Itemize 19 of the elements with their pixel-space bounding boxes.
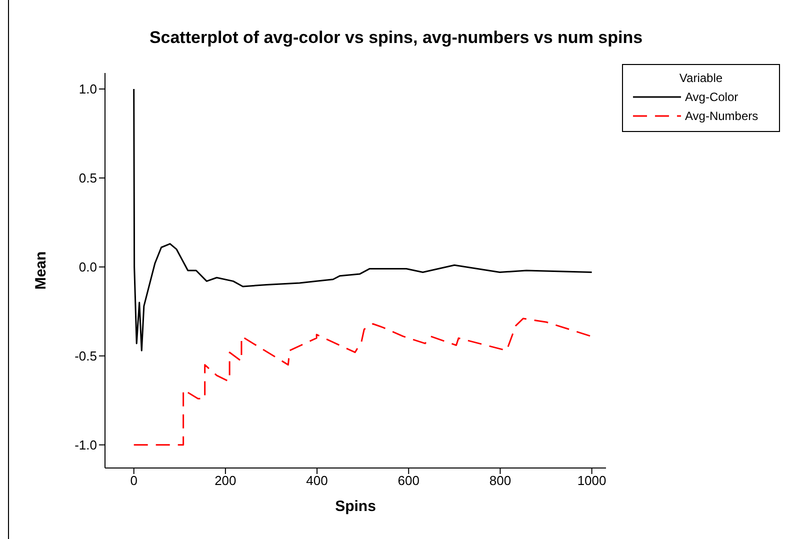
legend-label: Avg-Numbers xyxy=(685,108,758,122)
legend-label: Avg-Color xyxy=(685,90,738,104)
legend-title: Variable xyxy=(678,71,724,85)
y-tick-label: 0.5 xyxy=(78,170,97,186)
y-tick-label: -1.0 xyxy=(74,437,97,452)
x-tick-label: 200 xyxy=(214,473,236,488)
line-series xyxy=(133,318,592,446)
x-tick-label: 800 xyxy=(489,473,512,488)
line-series xyxy=(133,88,593,352)
y-tick-label: -0.5 xyxy=(74,348,97,364)
y-tick-label: 0.0 xyxy=(78,260,97,275)
x-tick-label: 600 xyxy=(398,473,420,488)
chart-title: Scatterplot of avg-color vs spins, avg-numbers vs num spins xyxy=(148,28,644,48)
y-tick-label: 1.0 xyxy=(78,82,97,97)
x-tick-label: 400 xyxy=(306,473,328,488)
x-tick-label: 0 xyxy=(130,473,138,488)
x-axis-title: Spins xyxy=(335,498,376,515)
x-tick-label: 1000 xyxy=(577,473,606,488)
y-axis-title: Mean xyxy=(32,251,50,290)
